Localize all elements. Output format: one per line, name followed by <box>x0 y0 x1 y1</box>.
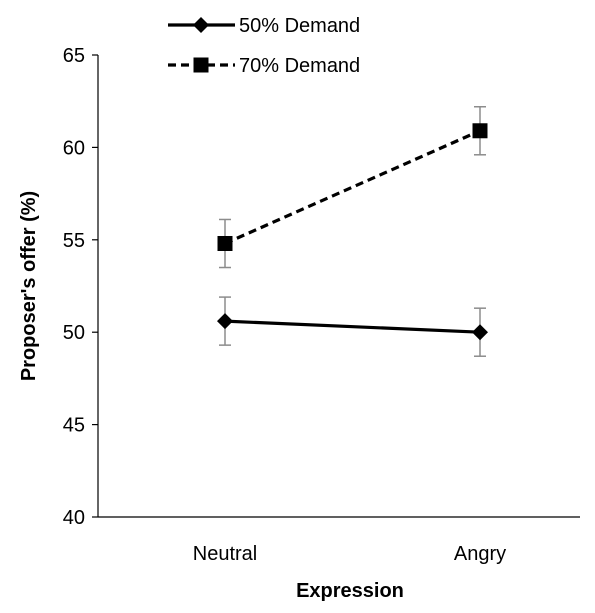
series-lines <box>224 129 481 334</box>
legend: 50% Demand 70% Demand <box>168 15 360 77</box>
y-tick-label: 65 <box>63 45 85 67</box>
error-bars <box>219 105 486 357</box>
y-tick-label: 45 <box>63 415 85 437</box>
x-axis-title: Expression <box>296 580 404 602</box>
x-tick-label: Angry <box>454 543 506 565</box>
data-point <box>472 123 488 139</box>
series-line <box>224 129 481 245</box>
series-line <box>224 319 481 334</box>
series-markers <box>217 123 488 341</box>
data-point <box>217 235 233 251</box>
axes: 40 45 50 55 60 65 Neutral Angry <box>63 45 580 565</box>
data-point <box>217 313 233 330</box>
y-axis-title: Proposer's offer (%) <box>18 191 40 381</box>
x-tick-label: Neutral <box>193 543 257 565</box>
y-tick-label: 50 <box>63 322 85 344</box>
y-tick-label: 40 <box>63 507 85 529</box>
legend-label: 50% Demand <box>239 15 360 37</box>
legend-label: 70% Demand <box>239 55 360 77</box>
data-point <box>472 324 488 341</box>
y-tick-label: 60 <box>63 137 85 159</box>
y-tick-label: 55 <box>63 230 85 252</box>
legend-marker <box>193 17 209 33</box>
legend-marker <box>193 57 209 73</box>
